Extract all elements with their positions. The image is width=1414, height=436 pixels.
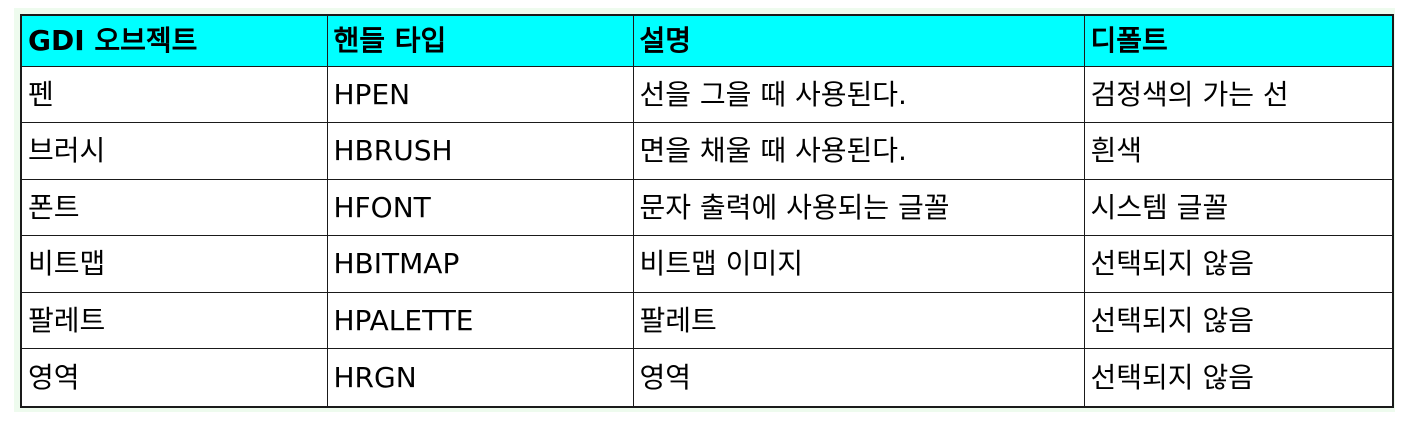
cell-description: 영역 (632, 348, 1085, 408)
cell-gdi-object: 폰트 (20, 178, 328, 237)
cell-description: 팔레트 (632, 291, 1085, 350)
table-row: 비트맵 HBITMAP 비트맵 이미지 선택되지 않음 (20, 235, 1394, 293)
cell-gdi-object: 영역 (20, 348, 328, 408)
cell-handle-type: HRGN (326, 348, 634, 408)
cell-gdi-object: 펜 (20, 65, 328, 124)
cell-handle-type: HBRUSH (326, 122, 634, 180)
cell-handle-type: HPALETTE (326, 291, 634, 350)
header-handle-type: 핸들 타입 (326, 14, 634, 67)
cell-handle-type: HFONT (326, 178, 634, 237)
cell-default: 선택되지 않음 (1083, 348, 1394, 408)
cell-gdi-object: 비트맵 (20, 235, 328, 293)
table-row: 펜 HPEN 선을 그을 때 사용된다. 검정색의 가는 선 (20, 65, 1394, 124)
cell-handle-type: HPEN (326, 65, 634, 124)
cell-default: 흰색 (1083, 122, 1394, 180)
cell-handle-type: HBITMAP (326, 235, 634, 293)
cell-default: 선택되지 않음 (1083, 291, 1394, 350)
gdi-object-table: GDI 오브젝트 핸들 타입 설명 디폴트 펜 HPEN 선을 그을 때 사용된… (20, 14, 1394, 408)
cell-default: 시스템 글꼴 (1083, 178, 1394, 237)
header-row: GDI 오브젝트 핸들 타입 설명 디폴트 (20, 14, 1394, 67)
cell-description: 비트맵 이미지 (632, 235, 1085, 293)
table-row: 영역 HRGN 영역 선택되지 않음 (20, 348, 1394, 408)
table-row: 폰트 HFONT 문자 출력에 사용되는 글꼴 시스템 글꼴 (20, 178, 1394, 237)
cell-gdi-object: 팔레트 (20, 291, 328, 350)
header-default: 디폴트 (1083, 14, 1394, 67)
cell-description: 문자 출력에 사용되는 글꼴 (632, 178, 1085, 237)
header-gdi-object: GDI 오브젝트 (20, 14, 328, 67)
header-description: 설명 (632, 14, 1085, 67)
table-row: 브러시 HBRUSH 면을 채울 때 사용된다. 흰색 (20, 122, 1394, 180)
cell-gdi-object: 브러시 (20, 122, 328, 180)
table-row: 팔레트 HPALETTE 팔레트 선택되지 않음 (20, 291, 1394, 350)
cell-default: 선택되지 않음 (1083, 235, 1394, 293)
cell-description: 선을 그을 때 사용된다. (632, 65, 1085, 124)
cell-default: 검정색의 가는 선 (1083, 65, 1394, 124)
cell-description: 면을 채울 때 사용된다. (632, 122, 1085, 180)
